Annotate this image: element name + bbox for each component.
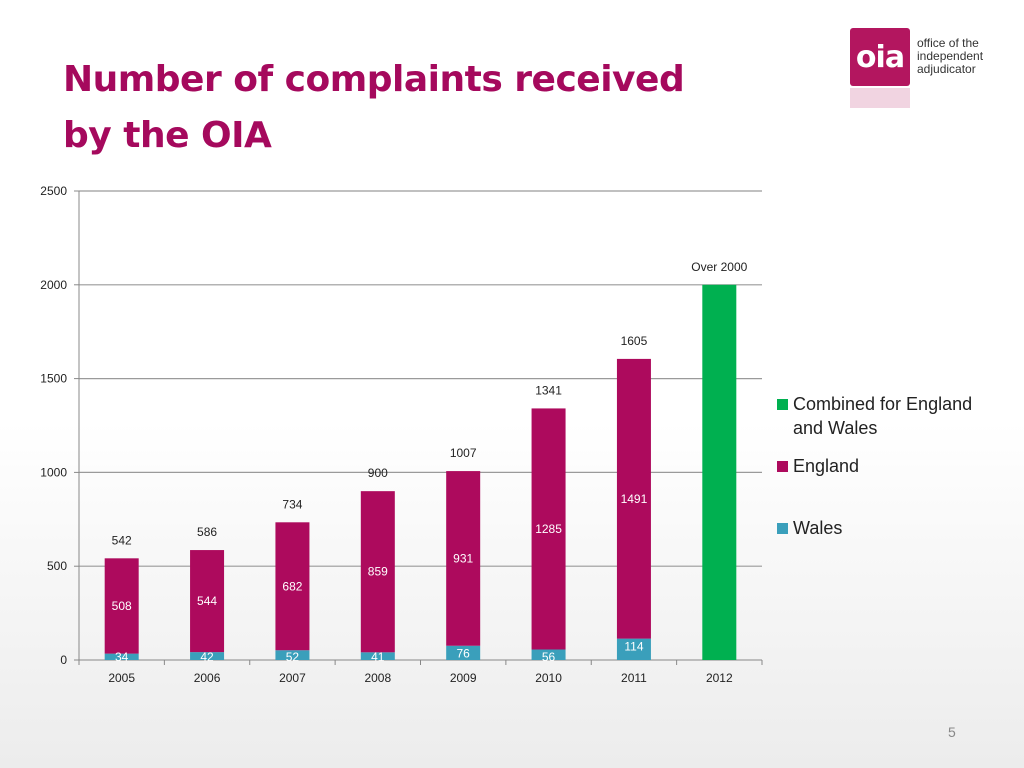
data-label-total-2008: 900	[368, 466, 388, 480]
data-label-england-2006: 544	[197, 594, 217, 608]
axes: 0 500 1000 1500 2000 2500 2005 2006 2007 2008 2009…	[40, 184, 763, 685]
slide-title: Number of complaints received by the OIA	[63, 52, 685, 164]
bar-england-2005	[104, 558, 139, 654]
x-tick-label-2007: 2007	[279, 671, 306, 685]
x-tick-label-2005: 2005	[108, 671, 135, 685]
data-label-england-2007: 682	[282, 579, 302, 593]
oia-logo-line-1: office of the	[917, 36, 979, 50]
y-tick-label-500: 500	[47, 559, 67, 573]
bar-wales-2006	[190, 652, 225, 660]
data-label-wales-2007: 52	[286, 650, 300, 664]
y-tick-label-2000: 2000	[40, 278, 67, 292]
data-label-england-2005: 508	[112, 599, 132, 613]
data-label-total-2010: 1341	[535, 383, 562, 397]
bar-wales-2005	[104, 653, 139, 660]
data-label-wales-2005: 34	[115, 650, 129, 664]
data-label-wales-2010: 56	[542, 650, 556, 664]
data-label-wales-2009: 76	[457, 647, 471, 661]
legend-swatch-wales	[777, 523, 788, 534]
data-label-total-2007: 734	[282, 497, 302, 511]
legend-label-wales: Wales	[793, 518, 843, 538]
legend-swatch-england	[777, 461, 788, 472]
data-label-total-2012: Over 2000	[691, 260, 747, 274]
slide-title-line-2: by the OIA	[63, 115, 272, 156]
x-tick-label-2012: 2012	[706, 671, 733, 685]
data-label-total-2011: 1605	[621, 334, 648, 348]
y-tick-label-1500: 1500	[40, 372, 67, 386]
data-label-england-2008: 859	[368, 565, 388, 579]
bar-england-2011	[616, 358, 651, 639]
data-label-total-2006: 586	[197, 525, 217, 539]
bars	[104, 284, 737, 660]
oia-logo-text: office of the independent adjudicator	[917, 37, 983, 76]
data-label-wales-2008: 41	[371, 650, 385, 664]
data-label-total-2005: 542	[112, 533, 132, 547]
oia-logo: oia office of the independent adjudicato…	[850, 28, 1010, 108]
bar-england-2006	[190, 550, 225, 653]
bar-wales-2010	[531, 649, 566, 660]
y-tick-label-1000: 1000	[40, 465, 67, 479]
x-tick-label-2008: 2008	[364, 671, 391, 685]
grid-lines	[79, 190, 762, 567]
oia-logo-mark: oia	[850, 28, 910, 86]
x-tick-label-2010: 2010	[535, 671, 562, 685]
x-tick-label-2009: 2009	[450, 671, 477, 685]
data-label-wales-2006: 42	[200, 650, 214, 664]
legend-label-combined: Combined for England and Wales	[793, 394, 973, 438]
bar-england-2007	[275, 522, 310, 651]
data-label-total-2009: 1007	[450, 446, 477, 460]
bar-wales-2011	[616, 638, 651, 660]
legend-label-england: England	[793, 456, 860, 476]
oia-logo-line-3: adjudicator	[917, 62, 976, 76]
data-labels: 34 508 542 42 544 586 52 682 734 41 859 900 76 931 100…	[112, 260, 748, 664]
x-tick-label-2011: 2011	[621, 671, 647, 685]
data-label-england-2009: 931	[453, 551, 473, 565]
bar-wales-2007	[275, 650, 310, 660]
bar-combined-2012	[702, 284, 737, 660]
page-number: 5	[948, 724, 956, 740]
bar-england-2009	[446, 471, 481, 646]
bar-wales-2009	[446, 645, 481, 660]
data-label-wales-2011: 114	[624, 640, 643, 654]
bar-england-2010	[531, 408, 566, 650]
oia-logo-line-2: independent	[917, 49, 984, 63]
y-tick-label-2500: 2500	[40, 184, 67, 198]
slide-title-line-1: Number of complaints received	[63, 59, 685, 100]
data-label-england-2011: 1491	[621, 492, 648, 506]
bar-england-2008	[360, 491, 395, 653]
bar-wales-2008	[360, 652, 395, 660]
x-tick-label-2006: 2006	[194, 671, 221, 685]
data-label-england-2010: 1285	[535, 522, 562, 536]
legend-swatch-combined	[777, 399, 788, 410]
y-tick-label-0: 0	[60, 653, 67, 667]
